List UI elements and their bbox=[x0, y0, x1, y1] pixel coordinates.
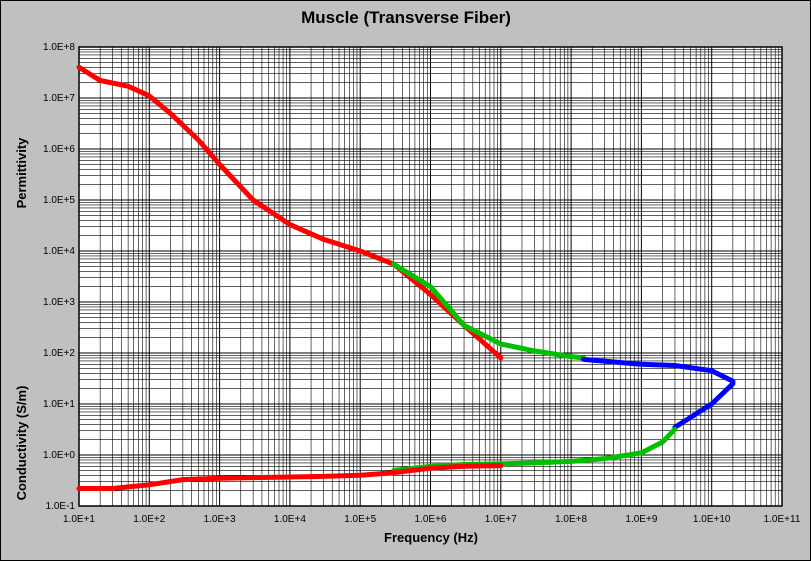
x-tick-label: 1.0E+3 bbox=[204, 514, 236, 525]
y-tick-label: 1.0E+8 bbox=[43, 42, 75, 53]
x-tick-label: 1.0E+10 bbox=[693, 514, 731, 525]
x-tick-label: 1.0E+4 bbox=[274, 514, 306, 525]
x-tick-label: 1.0E+9 bbox=[625, 514, 657, 525]
y-tick-label: 1.0E+0 bbox=[43, 450, 75, 461]
y-tick-label: 1.0E+5 bbox=[43, 195, 75, 206]
y-tick-label: 1.0E+4 bbox=[43, 246, 75, 257]
y-axis-label-upper: Permittivity bbox=[14, 137, 29, 209]
series-permittivity-0 bbox=[76, 64, 504, 361]
series-group bbox=[76, 64, 736, 491]
x-tick-label: 1.0E+2 bbox=[133, 514, 165, 525]
y-axis-label-lower: Conductivity (S/m) bbox=[14, 386, 29, 501]
chart-title: Muscle (Transverse Fiber) bbox=[301, 8, 511, 27]
series-permittivity-1 bbox=[391, 261, 586, 361]
x-tick-label: 1.0E+7 bbox=[485, 514, 517, 525]
y-tick-labels: 1.0E-1 1.0E+0 1.0E+1 1.0E+2 1.0E+3 1.0E+4 1.0E… bbox=[43, 42, 75, 512]
y-tick-label: 1.0E+7 bbox=[43, 93, 75, 104]
series-permittivity-2 bbox=[581, 356, 736, 430]
x-tick-label: 1.0E+5 bbox=[344, 514, 376, 525]
plot-border bbox=[78, 46, 783, 507]
x-tick-label: 1.0E+6 bbox=[415, 514, 447, 525]
y-tick-label: 1.0E-1 bbox=[46, 501, 76, 512]
gridlines bbox=[78, 47, 782, 507]
y-tick-label: 1.0E+1 bbox=[43, 399, 75, 410]
x-tick-labels: 1.0E+1 1.0E+2 1.0E+3 1.0E+4 1.0E+5 1.0E+6 1.0E… bbox=[63, 514, 801, 525]
x-tick-label: 1.0E+1 bbox=[63, 514, 95, 525]
y-tick-label: 1.0E+2 bbox=[43, 348, 75, 359]
x-tick-label: 1.0E+11 bbox=[764, 514, 801, 525]
x-axis-label: Frequency (Hz) bbox=[384, 530, 478, 545]
x-tick-label: 1.0E+8 bbox=[555, 514, 587, 525]
y-tick-label: 1.0E+3 bbox=[43, 297, 75, 308]
y-tick-label: 1.0E+6 bbox=[43, 144, 75, 155]
series-conductivity-4 bbox=[76, 463, 504, 491]
